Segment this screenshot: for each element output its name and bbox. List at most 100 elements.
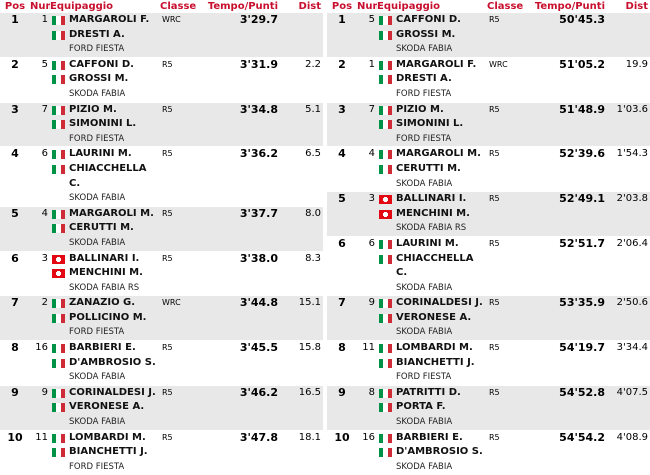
driver-name[interactable]: BARBIERI E. <box>69 342 136 354</box>
driver-name[interactable]: CAFFONI D. <box>396 14 461 25</box>
gap: 8.3 <box>278 251 323 297</box>
driver-name[interactable]: SIMONINI L. <box>396 118 464 130</box>
italian-flag-icon <box>52 105 65 115</box>
class: R5 <box>485 340 527 386</box>
car-number: 9 <box>357 295 377 342</box>
italian-flag-icon <box>379 388 392 398</box>
table-row[interactable]: 10 16 BARBIERI E. D'AMBROSIO S. SKODA FABIA R… <box>327 430 650 475</box>
table-row[interactable]: 2 5 CAFFONI D. GROSSI M. SKODA FABIA R5 3'31.9… <box>0 57 323 103</box>
time: 52'39.6 <box>527 146 605 193</box>
crew-cell: MARGAROLI M. CERUTTI M. SKODA FABIA <box>377 146 485 193</box>
italian-flag-icon <box>379 299 392 309</box>
car-number: 16 <box>30 340 50 386</box>
driver-name[interactable]: CHIACCHELLA C. <box>69 162 147 189</box>
driver: CAFFONI D. <box>377 13 485 28</box>
car-model: SKODA FABIA <box>69 193 126 204</box>
car-model: SKODA FABIA <box>396 178 453 189</box>
position: 2 <box>327 57 357 103</box>
driver: VERONESE A. <box>50 400 158 415</box>
italian-flag-icon <box>52 299 65 309</box>
table-row[interactable]: 1 1 MARGAROLI F. DRESTI A. FORD FIESTA WRC 3'2… <box>0 13 323 58</box>
gap: 2'03.8 <box>605 191 650 237</box>
table-row[interactable]: 5 4 MARGAROLI M. CERUTTI M. SKODA FABIA R5 3'3… <box>0 206 323 252</box>
driver-name[interactable]: POLLICINO M. <box>69 311 147 323</box>
table-row[interactable]: 3 7 PIZIO M. SIMONINI L. FORD FIESTA R5 3'34.8… <box>0 102 323 148</box>
driver: PIZIO M. <box>50 103 158 118</box>
time: 3'47.8 <box>200 430 278 475</box>
driver-name[interactable]: MARGAROLI M. <box>69 207 154 219</box>
driver-name[interactable]: D'AMBROSIO S. <box>69 356 156 368</box>
driver-name[interactable]: MARGAROLI M. <box>396 148 481 160</box>
driver: MENCHINI M. <box>377 207 485 222</box>
car-model: SKODA FABIA <box>69 372 126 383</box>
table-row[interactable]: 8 16 BARBIERI E. D'AMBROSIO S. SKODA FABIA R5… <box>0 340 323 386</box>
driver-name[interactable]: VERONESE A. <box>396 311 472 323</box>
driver-name[interactable]: BIANCHETTI J. <box>69 446 148 458</box>
driver-name[interactable]: CHIACCHELLA C. <box>396 252 474 279</box>
column-header-num: Num <box>357 1 377 12</box>
driver-name[interactable]: LAURINI M. <box>69 148 132 160</box>
table-row[interactable]: 5 3 BALLINARI I. MENCHINI M. SKODA FABIA RS R… <box>327 191 650 237</box>
driver-name[interactable]: BARBIERI E. <box>396 431 463 443</box>
table-row[interactable]: 6 3 BALLINARI I. MENCHINI M. SKODA FABIA RS R… <box>0 251 323 297</box>
crew-cell: MARGAROLI F. DRESTI A. FORD FIESTA <box>377 57 485 103</box>
table-row[interactable]: 7 9 CORINALDESI J. VERONESE A. SKODA FABIA R5… <box>327 295 650 342</box>
driver-name[interactable]: D'AMBROSIO S. <box>396 446 483 458</box>
table-row[interactable]: 7 2 ZANAZIO G. POLLICINO M. FORD FIESTA WRC 3'… <box>0 295 323 342</box>
swiss-flag-icon <box>379 209 392 219</box>
driver-name[interactable]: ZANAZIO G. <box>69 297 136 309</box>
driver-name[interactable]: BIANCHETTI J. <box>396 356 475 368</box>
time: 3'46.2 <box>200 385 278 431</box>
driver-name[interactable]: CORINALDESI J. <box>396 297 483 309</box>
driver-name[interactable]: CAFFONI D. <box>69 58 134 70</box>
swiss-flag-icon <box>379 195 392 205</box>
driver-name[interactable]: BALLINARI I. <box>396 193 467 205</box>
driver-name[interactable]: GROSSI M. <box>396 28 456 40</box>
table-row[interactable]: 1 5 CAFFONI D. GROSSI M. SKODA FABIA R5 50'45.… <box>327 13 650 58</box>
driver-name[interactable]: CERUTTI M. <box>69 222 134 234</box>
table-row[interactable]: 4 6 LAURINI M. CHIACCHELLA C. SKODA FABIA R5 3… <box>0 146 323 207</box>
driver-name[interactable]: BALLINARI I. <box>69 252 140 264</box>
driver-name[interactable]: PATRITTI D. <box>396 386 461 398</box>
time: 54'19.7 <box>527 340 605 386</box>
gap: 5.1 <box>278 102 323 148</box>
driver-name[interactable]: DRESTI A. <box>69 28 125 40</box>
driver-name[interactable]: MENCHINI M. <box>396 207 470 219</box>
driver-name[interactable]: LAURINI M. <box>396 237 459 249</box>
crew-cell: MARGAROLI F. DRESTI A. FORD FIESTA <box>50 13 158 58</box>
table-row[interactable]: 6 6 LAURINI M. CHIACCHELLA C. SKODA FABIA R5 5… <box>327 236 650 297</box>
driver-name[interactable]: LOMBARDI M. <box>396 342 473 354</box>
crew-cell: ZANAZIO G. POLLICINO M. FORD FIESTA <box>50 295 158 342</box>
driver: MARGAROLI M. <box>377 147 485 162</box>
driver-name[interactable]: LOMBARDI M. <box>69 431 146 443</box>
table-row[interactable]: 9 9 CORINALDESI J. VERONESE A. SKODA FABIA R5… <box>0 385 323 431</box>
driver-name[interactable]: CERUTTI M. <box>396 162 461 174</box>
table-row[interactable]: 8 11 LOMBARDI M. BIANCHETTI J. FORD FIESTA R5… <box>327 340 650 386</box>
driver-name[interactable]: VERONESE A. <box>69 401 145 413</box>
table-row[interactable]: 4 4 MARGAROLI M. CERUTTI M. SKODA FABIA R5 52'… <box>327 146 650 193</box>
class: R5 <box>485 430 527 475</box>
driver-name[interactable]: GROSSI M. <box>69 73 129 85</box>
table-row[interactable]: 10 11 LOMBARDI M. BIANCHETTI J. FORD FIESTA R… <box>0 430 323 475</box>
car-number: 7 <box>357 102 377 148</box>
table-row[interactable]: 3 7 PIZIO M. SIMONINI L. FORD FIESTA R5 51'48.… <box>327 102 650 148</box>
class: R5 <box>158 146 200 207</box>
italian-flag-icon <box>52 120 65 130</box>
driver-name[interactable]: PIZIO M. <box>396 103 444 115</box>
table-row[interactable]: 2 1 MARGAROLI F. DRESTI A. FORD FIESTA WRC 51'… <box>327 57 650 103</box>
car-number: 9 <box>30 385 50 431</box>
driver-name[interactable]: DRESTI A. <box>396 73 452 85</box>
car-number: 1 <box>357 57 377 103</box>
driver-name[interactable]: MENCHINI M. <box>69 267 143 279</box>
driver-name[interactable]: MARGAROLI F. <box>69 14 150 25</box>
driver-name[interactable]: PORTA F. <box>396 401 446 413</box>
table-row[interactable]: 9 8 PATRITTI D. PORTA F. SKODA FABIA R5 54'52.… <box>327 385 650 431</box>
driver-name[interactable]: PIZIO M. <box>69 103 117 115</box>
class: R5 <box>485 295 527 342</box>
driver-name[interactable]: MARGAROLI F. <box>396 58 477 70</box>
driver: LOMBARDI M. <box>377 341 485 356</box>
driver-name[interactable]: SIMONINI L. <box>69 118 137 130</box>
driver-name[interactable]: CORINALDESI J. <box>69 386 156 398</box>
driver: PORTA F. <box>377 400 485 415</box>
